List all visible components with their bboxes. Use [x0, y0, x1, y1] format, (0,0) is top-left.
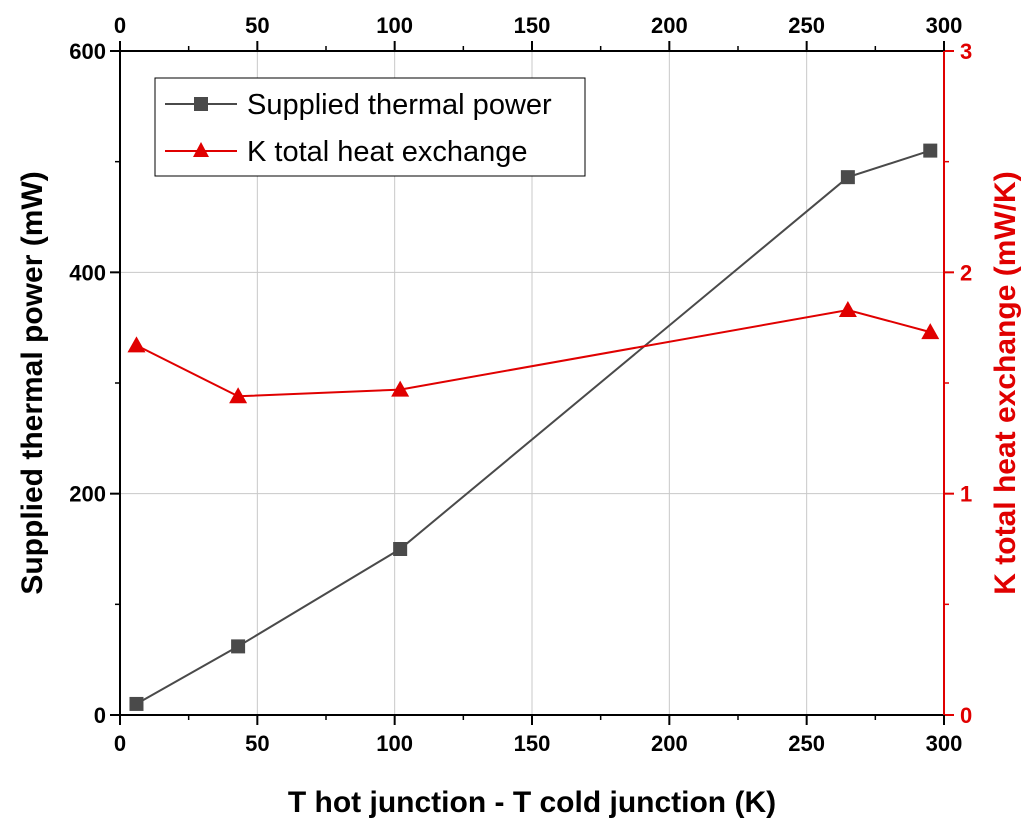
x-tick-label: 0	[114, 731, 126, 756]
series-layer	[127, 143, 940, 711]
legend-label-k-total: K total heat exchange	[247, 136, 528, 168]
series-line-1	[136, 308, 931, 398]
right-axis: 0 1 2 3	[943, 39, 972, 728]
data-point-triangle	[921, 323, 940, 340]
x-axis-title: T hot junction - T cold junction (K)	[288, 786, 776, 819]
data-point-square	[840, 170, 855, 185]
right-y-tick-label: 1	[960, 482, 972, 507]
left-y-tick-label: 200	[69, 482, 106, 507]
data-point-triangle	[229, 387, 248, 404]
data-point-triangle	[838, 300, 857, 317]
x-tick-label: 200	[651, 731, 688, 756]
left-axis: 0 200 400 600	[69, 39, 120, 728]
left-y-tick-label: 600	[69, 39, 106, 64]
right-y-tick-label: 0	[960, 703, 972, 728]
data-point-triangle	[391, 380, 410, 397]
legend-box	[154, 77, 586, 177]
data-point-square	[923, 143, 938, 158]
bottom-axis: 0 50 100 150 200 250 300	[114, 715, 962, 756]
data-point-triangle	[127, 336, 146, 353]
data-point-square	[231, 639, 246, 654]
x-top-tick-label: 250	[788, 13, 825, 38]
left-y-tick-label: 400	[69, 260, 106, 285]
series-line-0	[136, 149, 931, 705]
top-axis: 0 50 100 150 200 250 300	[114, 13, 962, 51]
x-top-tick-label: 150	[514, 13, 551, 38]
x-top-tick-label: 200	[651, 13, 688, 38]
legend: Supplied thermal power K total heat exch…	[154, 77, 586, 177]
right-y-tick-label: 2	[960, 260, 972, 285]
x-top-tick-label: 50	[245, 13, 269, 38]
x-top-tick-label: 300	[926, 13, 963, 38]
legend-marker-triangle	[193, 142, 209, 157]
x-top-tick-label: 0	[114, 13, 126, 38]
x-tick-label: 250	[788, 731, 825, 756]
x-tick-label: 150	[514, 731, 551, 756]
x-tick-label: 50	[245, 731, 269, 756]
left-y-tick-label: 0	[94, 703, 106, 728]
right-y-axis-title: K total heat exchange (mW/K)	[989, 171, 1022, 594]
legend-marker-square	[194, 97, 208, 111]
x-tick-label: 300	[926, 731, 963, 756]
legend-label-supplied: Supplied thermal power	[247, 89, 552, 121]
data-point-square	[129, 696, 144, 711]
x-tick-label: 100	[376, 731, 413, 756]
data-point-square	[393, 542, 408, 556]
left-y-axis-title: Supplied thermal power (mW)	[16, 171, 49, 594]
x-top-tick-label: 100	[376, 13, 413, 38]
right-y-tick-label: 3	[960, 39, 972, 64]
